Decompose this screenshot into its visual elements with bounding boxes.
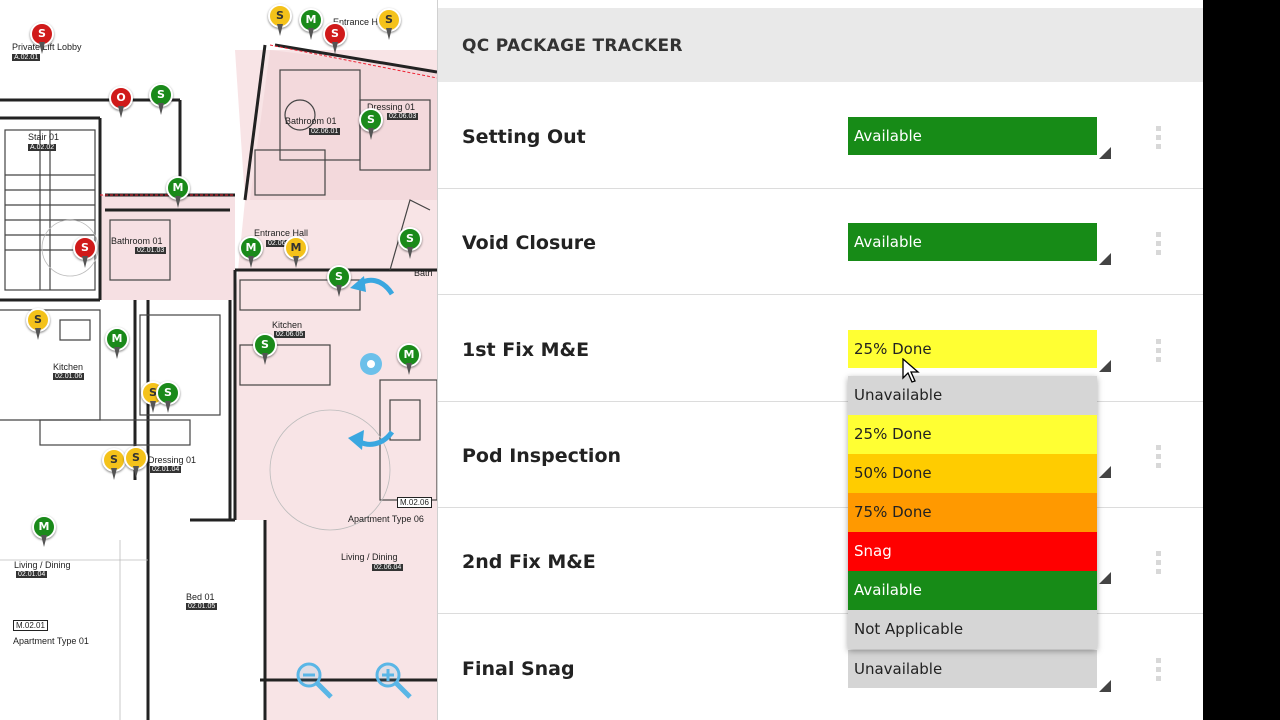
row-menu-icon[interactable]: [1156, 126, 1164, 154]
snag-pin[interactable]: S: [327, 265, 351, 297]
floor-plan[interactable]: Private Lift Lobby A.02.01 Stair 01 A.02…: [0, 0, 438, 720]
package-label: Pod Inspection: [462, 445, 622, 467]
package-label: Final Snag: [462, 658, 575, 680]
snag-pin[interactable]: S: [30, 22, 54, 54]
room-code: 02.01.04: [16, 571, 48, 578]
option-available[interactable]: Available: [848, 571, 1097, 610]
snag-pin[interactable]: S: [377, 8, 401, 40]
floor-plan-drawing: [0, 43, 437, 720]
status-dropdown[interactable]: Available: [848, 223, 1111, 265]
apartment-type-label: Apartment Type 06: [348, 514, 424, 524]
room-label: Kitchen: [53, 362, 84, 372]
arrow-left-icon[interactable]: [346, 424, 394, 458]
snag-pin[interactable]: S: [156, 381, 180, 413]
package-label: Setting Out: [462, 126, 586, 148]
status-dropdown[interactable]: 25% Done: [848, 330, 1111, 372]
snag-pin[interactable]: S: [149, 83, 173, 115]
status-dropdown[interactable]: Available: [848, 117, 1111, 159]
option-75-done[interactable]: 75% Done: [848, 493, 1097, 532]
package-label: 1st Fix M&E: [462, 339, 590, 361]
apartment-code: M.02.06: [397, 497, 432, 508]
snag-pin[interactable]: S: [323, 22, 347, 54]
arrow-left-icon[interactable]: [348, 272, 394, 304]
panel-header: QC PACKAGE TRACKER: [438, 8, 1203, 82]
room-code: 02.01.03: [135, 247, 167, 254]
mouse-cursor-icon: [902, 358, 920, 383]
room-code: 02.01.04: [150, 466, 182, 473]
row-menu-icon[interactable]: [1156, 339, 1164, 367]
snag-pin[interactable]: S: [26, 308, 50, 340]
snag-pin[interactable]: S: [253, 333, 277, 365]
snag-pin[interactable]: S: [124, 446, 148, 478]
locate-icon[interactable]: [358, 351, 386, 379]
package-label: 2nd Fix M&E: [462, 551, 596, 573]
room-label: Entrance Hall: [254, 228, 309, 238]
status-options-list: Unavailable 25% Done 50% Done 75% Done S…: [848, 376, 1097, 649]
zoom-in-icon[interactable]: [373, 660, 413, 700]
room-label: Bathroom 01: [111, 236, 163, 246]
package-label: Void Closure: [462, 232, 597, 254]
room-code: 02.06.05: [274, 331, 306, 338]
room-code: 02.06.04: [372, 564, 404, 571]
room-label: Living / Dining: [14, 560, 71, 570]
room-label: Kitchen: [272, 320, 303, 330]
room-code: 02.01.05: [186, 603, 218, 610]
snag-pin[interactable]: S: [268, 4, 292, 36]
room-code: 02.06.03: [387, 113, 419, 120]
apartment-type-label: Apartment Type 01: [13, 636, 89, 646]
snag-pin[interactable]: M: [32, 515, 56, 547]
snag-pin[interactable]: M: [239, 236, 263, 268]
option-snag[interactable]: Snag: [848, 532, 1097, 571]
option-50-done[interactable]: 50% Done: [848, 454, 1097, 493]
snag-pin[interactable]: M: [299, 8, 323, 40]
row-menu-icon[interactable]: [1156, 232, 1164, 260]
room-label: Stair 01: [28, 132, 60, 142]
snag-pin[interactable]: M: [166, 176, 190, 208]
snag-pin[interactable]: S: [102, 448, 126, 480]
room-code: 02.06.01: [309, 128, 341, 135]
snag-pin[interactable]: M: [397, 343, 421, 375]
room-code: A.02.01: [12, 54, 41, 61]
room-label: Entrance Hall: [333, 17, 388, 27]
snag-pin[interactable]: S: [73, 236, 97, 268]
row-menu-icon[interactable]: [1156, 445, 1164, 473]
snag-pin[interactable]: M: [284, 236, 308, 268]
package-row-final-snag: Final Snag Unavailable: [438, 615, 1203, 720]
room-label: Dressing 01: [367, 102, 416, 112]
status-dropdown[interactable]: Unavailable: [848, 650, 1111, 692]
snag-pin[interactable]: M: [105, 327, 129, 359]
row-menu-icon[interactable]: [1156, 658, 1164, 686]
room-code: 02.01.06: [53, 373, 85, 380]
panel-title: QC PACKAGE TRACKER: [462, 36, 683, 56]
option-unavailable[interactable]: Unavailable: [848, 376, 1097, 415]
room-label: Living / Dining: [341, 552, 398, 562]
option-25-done[interactable]: 25% Done: [848, 415, 1097, 454]
snag-pin[interactable]: S: [359, 108, 383, 140]
row-menu-icon[interactable]: [1156, 551, 1164, 579]
room-label: Private Lift Lobby: [12, 42, 82, 52]
package-row-1st-fix: 1st Fix M&E 25% Done: [438, 296, 1203, 402]
app-frame: Private Lift Lobby A.02.01 Stair 01 A.02…: [0, 0, 1203, 720]
snag-pin[interactable]: S: [398, 227, 422, 259]
zoom-out-icon[interactable]: [294, 660, 334, 700]
package-row-setting-out: Setting Out Available: [438, 83, 1203, 189]
option-not-applicable[interactable]: Not Applicable: [848, 610, 1097, 649]
room-label: Bed 01: [186, 592, 215, 602]
apartment-code: M.02.01: [13, 620, 48, 631]
room-code: 02.06.02: [266, 240, 298, 247]
room-code: A.02.02: [28, 144, 57, 151]
room-label: Bathroom 01: [285, 116, 337, 126]
room-label: Dressing 01: [148, 455, 197, 465]
package-row-void-closure: Void Closure Available: [438, 189, 1203, 295]
room-label: Bath: [414, 268, 433, 278]
snag-pin[interactable]: O: [109, 86, 133, 118]
